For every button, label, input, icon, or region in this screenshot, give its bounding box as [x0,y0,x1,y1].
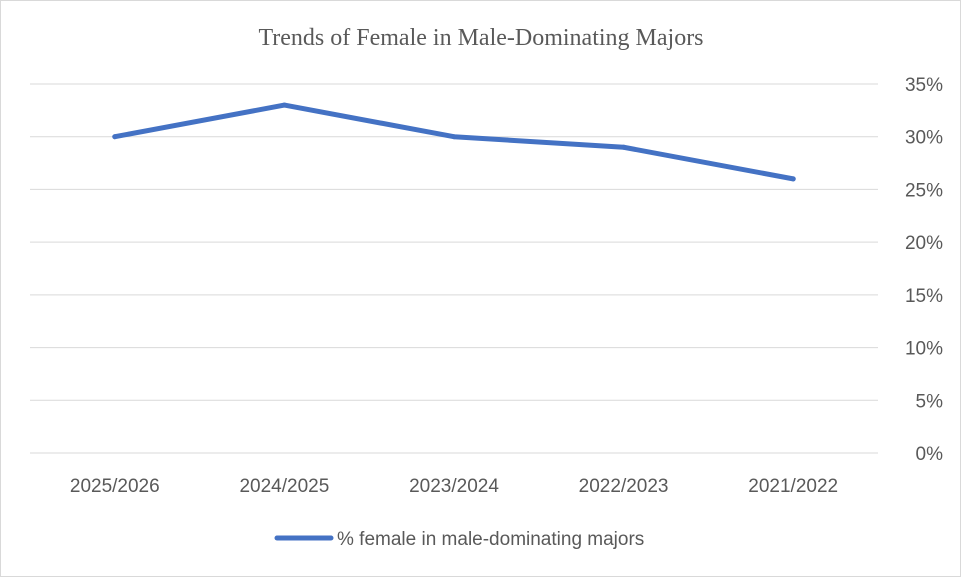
x-tick-label: 2023/2024 [409,476,499,497]
legend-label: % female in male-dominating majors [337,529,644,550]
x-axis-tick-labels: 2025/2026 2024/2025 2023/2024 2022/2023 2021… [70,476,838,497]
y-tick-label: 35% [905,75,943,96]
x-tick-label: 2025/2026 [70,476,160,497]
series-lines [112,102,796,182]
legend: % female in male-dominating majors [274,529,644,550]
y-tick-label: 5% [916,391,944,412]
y-axis-tick-labels: 0% 5% 10% 15% 20% 25% 30% 35% [905,75,943,465]
data-point [451,134,457,140]
x-tick-label: 2024/2025 [239,476,329,497]
data-point [790,176,796,182]
y-tick-label: 0% [916,444,944,465]
y-tick-label: 15% [905,286,943,307]
gridlines [30,83,878,454]
data-point [281,102,287,108]
chart-title: Trends of Female in Male-Dominating Majo… [258,25,703,51]
y-tick-label: 30% [905,128,943,149]
y-tick-label: 10% [905,339,943,360]
data-point [621,144,627,150]
data-point [112,134,118,140]
y-tick-label: 25% [905,180,943,201]
x-tick-label: 2021/2022 [748,476,838,497]
x-tick-label: 2022/2023 [579,476,669,497]
series-line [112,102,796,182]
y-tick-label: 20% [905,233,943,254]
